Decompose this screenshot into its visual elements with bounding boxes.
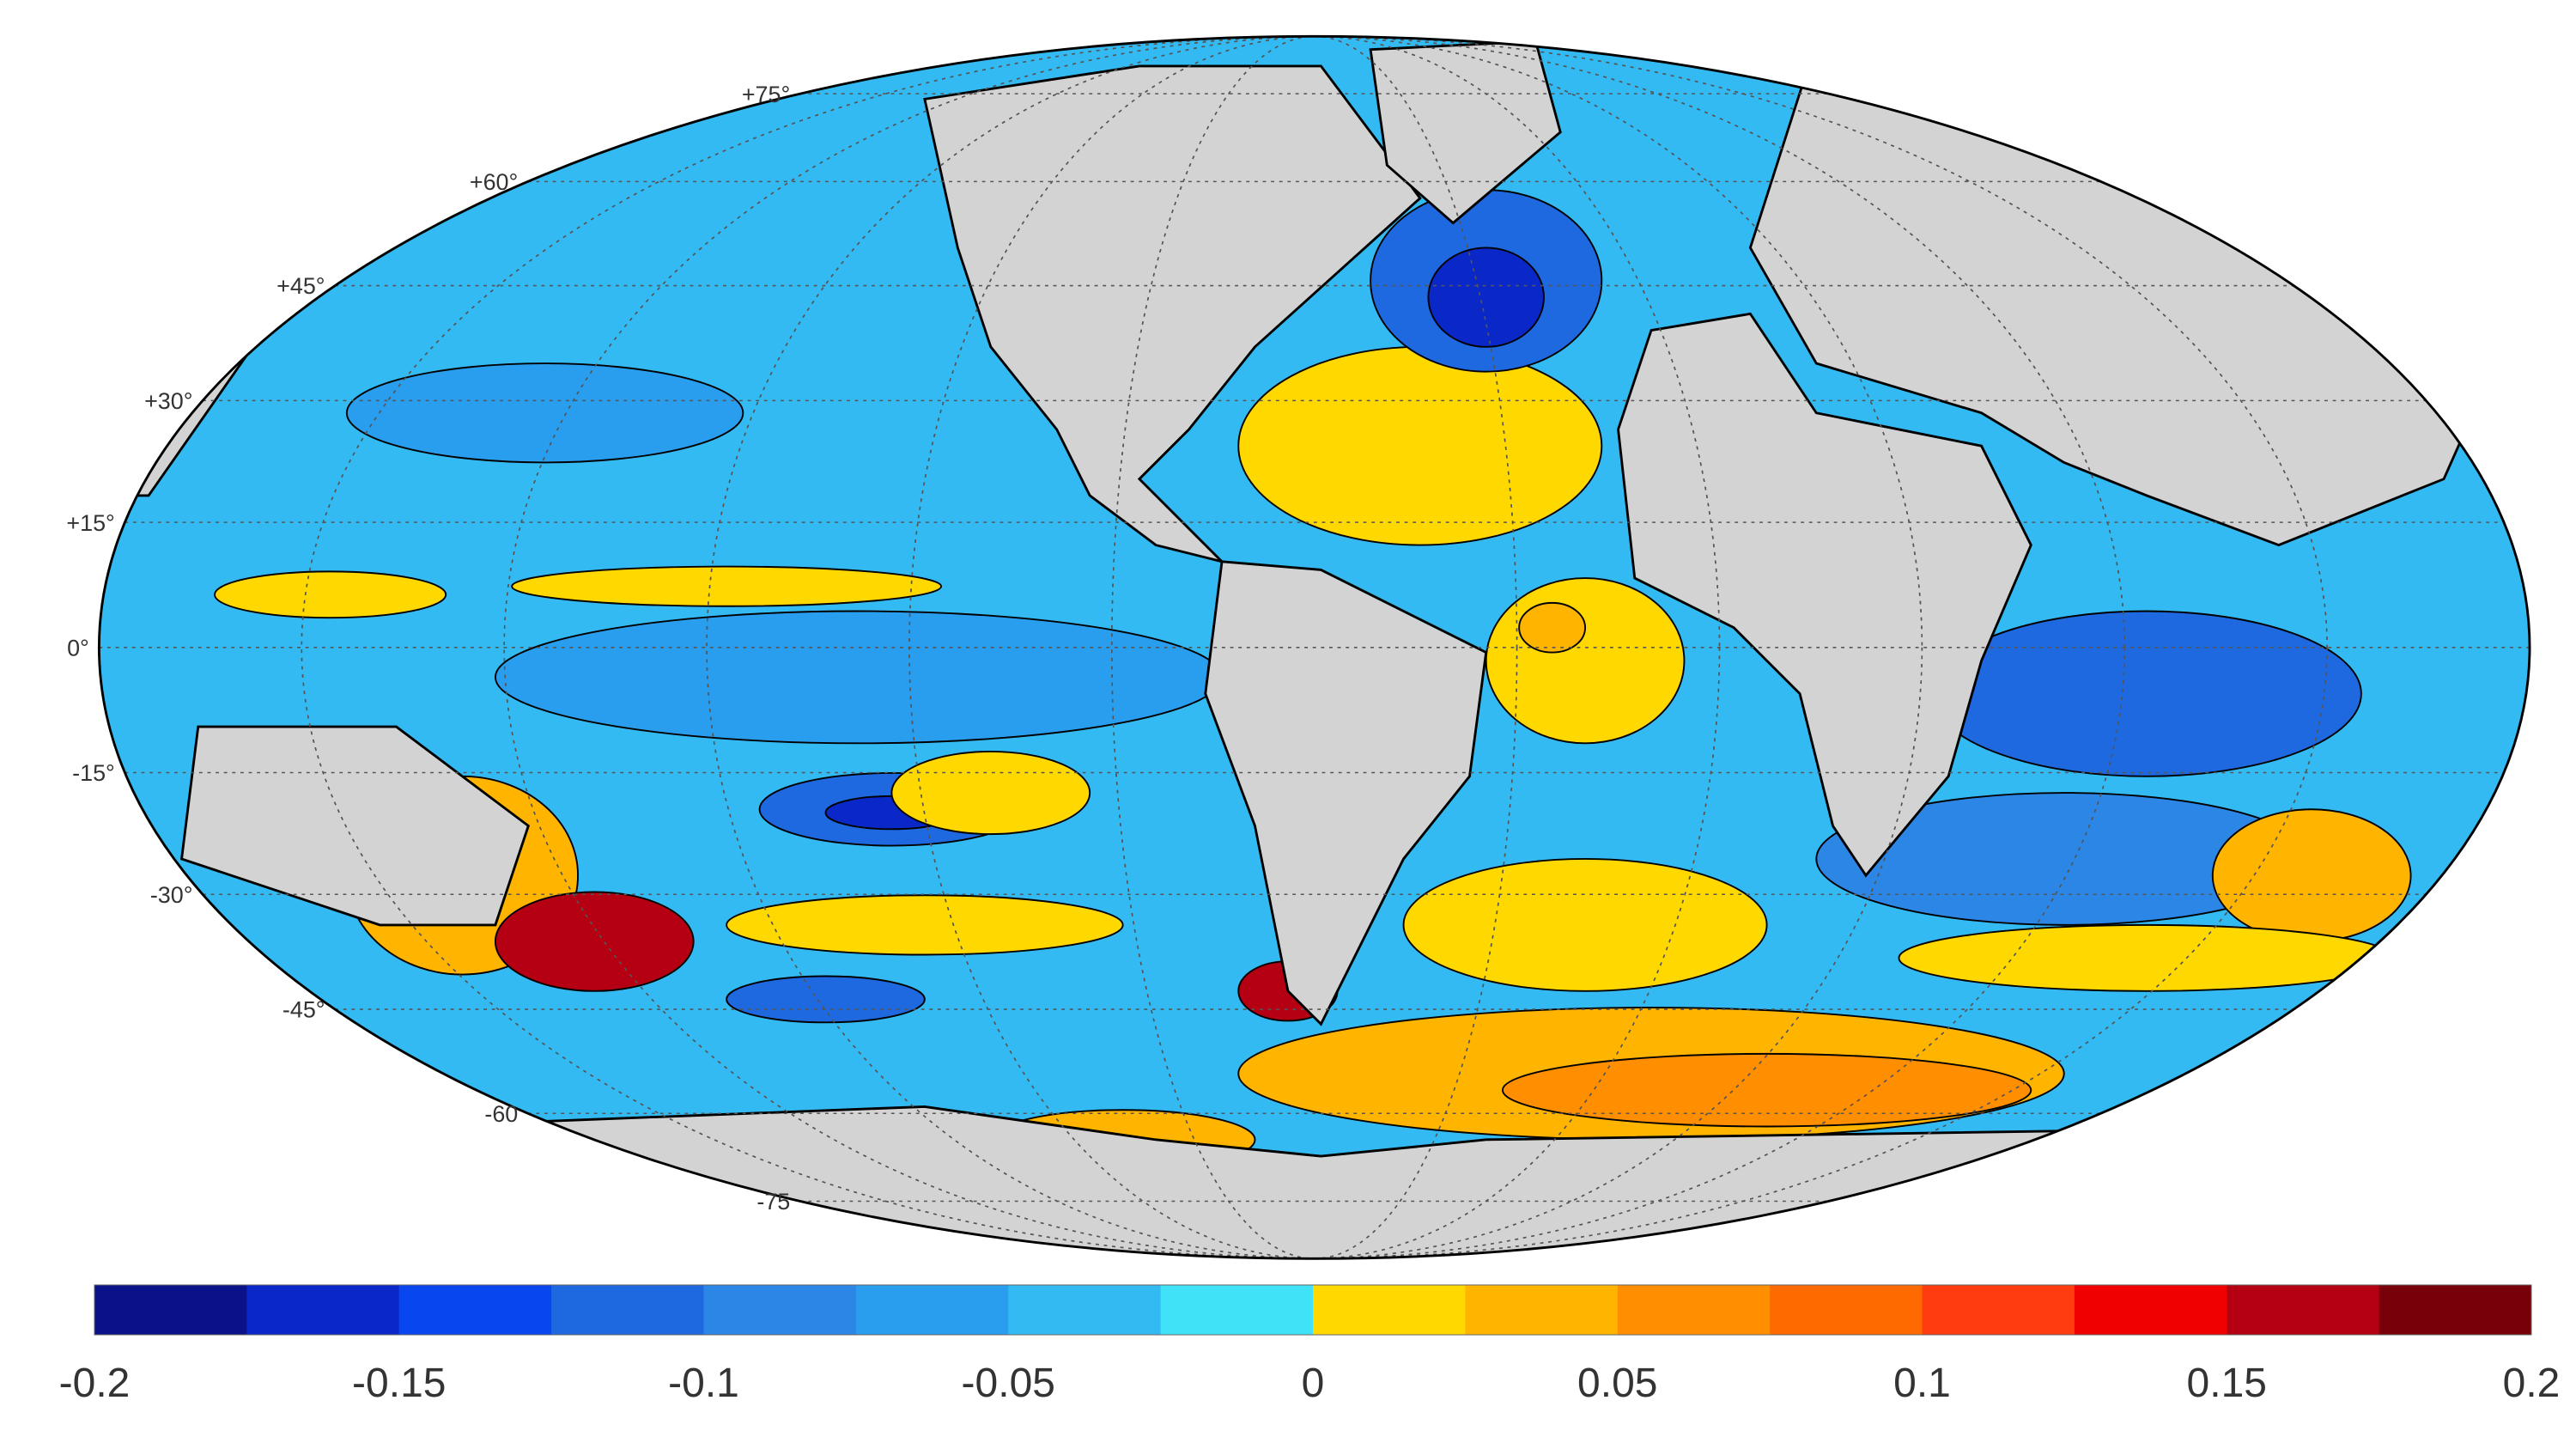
meridian xyxy=(706,36,1923,1259)
latitude-label: 0° xyxy=(67,635,89,661)
colorbar-tick-label: 0.1 xyxy=(1893,1361,1951,1406)
colorbar-border xyxy=(94,1284,2532,1336)
colorbar: -0.2 -0.15 -0.1 -0.05 0 0.05 0.1 0.15 0.2 xyxy=(59,1284,2561,1406)
meridian xyxy=(503,36,2126,1259)
latitude-label: -75 xyxy=(756,1189,790,1215)
map: +75° +60° +45° +30° +15° 0° -15° -30° -45° -60 -75 xyxy=(66,34,2531,1260)
colorbar-segment xyxy=(1313,1285,1466,1335)
latitude-label: -60 xyxy=(484,1101,518,1127)
colorbar-segment xyxy=(1008,1285,1162,1335)
colorbar-segment xyxy=(1770,1285,1923,1335)
latitude-label: +75° xyxy=(742,82,790,107)
colorbar-segment xyxy=(1160,1285,1314,1335)
colorbar-tick-label: 0.2 xyxy=(2503,1361,2561,1406)
colorbar-segment xyxy=(1617,1285,1771,1335)
meridian xyxy=(301,36,2328,1259)
map-border xyxy=(97,34,2531,1260)
colorbar-segment xyxy=(2227,1285,2380,1335)
latitude-label: +60° xyxy=(470,169,518,195)
colorbar-segment xyxy=(398,1285,552,1335)
colorbar-tick-label: 0.05 xyxy=(1577,1361,1657,1406)
colorbar-segment xyxy=(1922,1285,2075,1335)
meridian xyxy=(1111,36,1518,1259)
latitude-label: -30° xyxy=(150,882,193,908)
colorbar-tick-label: -0.05 xyxy=(962,1361,1055,1406)
latitude-label: -15° xyxy=(72,760,115,786)
colorbar-segment xyxy=(2379,1285,2532,1335)
meridian xyxy=(908,36,1721,1259)
colorbar-segment xyxy=(703,1285,857,1335)
colorbar-segment xyxy=(246,1285,400,1335)
colorbar-tick-label: -0.15 xyxy=(352,1361,446,1406)
colorbar-segment xyxy=(1465,1285,1619,1335)
graticule xyxy=(99,36,2530,1259)
colorbar-segment xyxy=(551,1285,704,1335)
colorbar-segment xyxy=(2074,1285,2227,1335)
latitude-label: +15° xyxy=(66,510,114,536)
colorbar-segment xyxy=(94,1285,247,1335)
latitude-labels: +75° +60° +45° +30° +15° 0° -15° -30° -45° -60 -75 xyxy=(66,82,790,1215)
colorbar-tick-label: -0.2 xyxy=(59,1361,131,1406)
latitude-label: +45° xyxy=(276,273,325,299)
colorbar-segment xyxy=(855,1285,1009,1335)
map-body xyxy=(99,36,2530,1259)
colorbar-tick-label: 0.15 xyxy=(2187,1361,2267,1406)
latitude-label: -45° xyxy=(283,997,325,1023)
latitude-label: +30° xyxy=(144,388,192,414)
colorbar-tick-label: -0.1 xyxy=(668,1361,739,1406)
colorbar-tick-label: 0 xyxy=(1302,1361,1325,1406)
anomaly-patches xyxy=(214,189,2412,1171)
